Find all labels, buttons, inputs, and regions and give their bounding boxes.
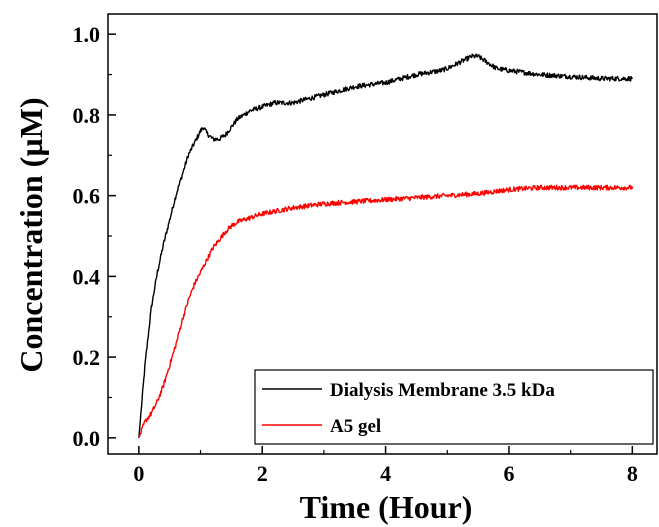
y-tick-label: 0.8 (73, 103, 101, 128)
x-tick-label: 0 (133, 461, 144, 486)
x-tick-label: 4 (380, 461, 391, 486)
plot-frame (107, 13, 658, 455)
y-tick-label: 0.2 (73, 345, 101, 370)
series-layer (138, 53, 634, 439)
y-tick-label: 0.4 (73, 264, 101, 289)
legend-label-a5-gel: A5 gel (330, 416, 381, 437)
y-tick-label: 0.6 (73, 184, 101, 209)
y-tick-label: 0.0 (73, 426, 101, 451)
plot-area (107, 13, 658, 455)
y-axis-title: Concentration (µM) (13, 97, 49, 372)
legend: Dialysis Membrane 3.5 kDa A5 gel (254, 369, 654, 445)
series-line-1 (138, 184, 634, 439)
x-tick-label: 6 (503, 461, 514, 486)
x-tick-label: 8 (627, 461, 638, 486)
y-tick-label: 1.0 (73, 22, 101, 47)
x-tick-label: 2 (257, 461, 268, 486)
x-axis: 0 2 4 6 8 (133, 446, 638, 486)
legend-box (254, 369, 654, 445)
x-axis-title: Time (Hour) (300, 489, 473, 525)
series-line-0 (138, 53, 633, 438)
y-axis: 0.0 0.2 0.4 0.6 0.8 1.0 (73, 22, 116, 451)
legend-label-dialysis: Dialysis Membrane 3.5 kDa (330, 380, 555, 401)
